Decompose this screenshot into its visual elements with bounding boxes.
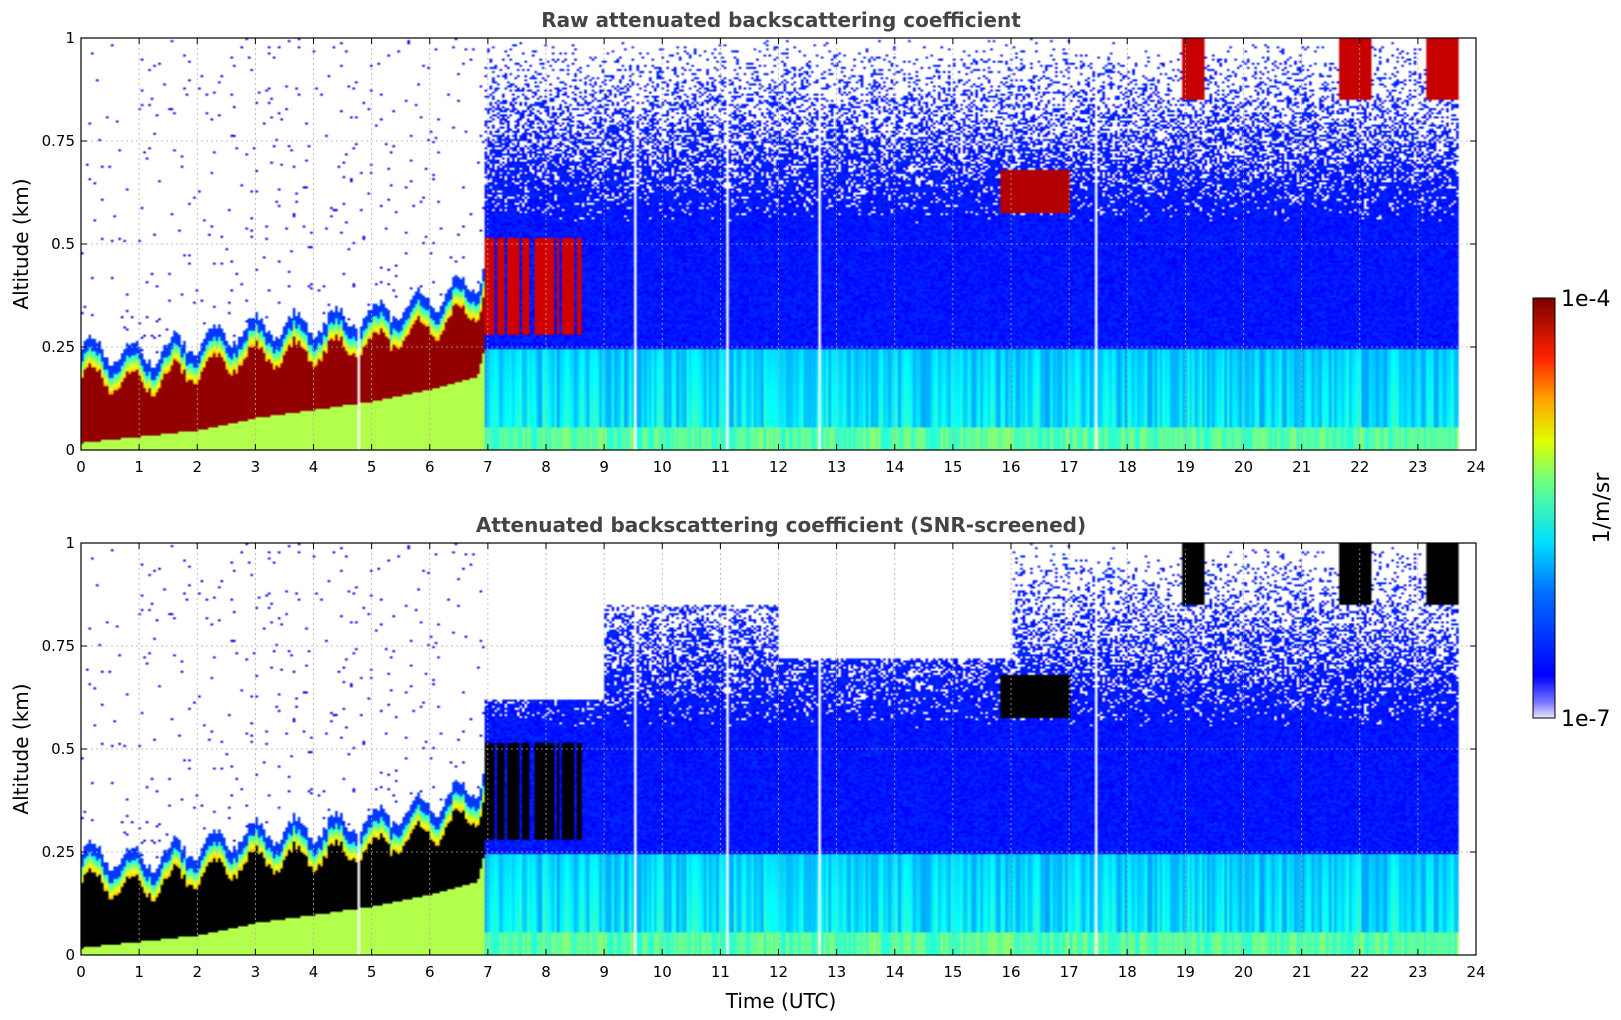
x-tick-label: 8 [541,963,551,981]
x-tick-label: 20 [1234,963,1253,981]
x-tick-label: 8 [541,458,551,476]
x-tick-label: 10 [653,458,672,476]
x-tick-label: 21 [1292,963,1311,981]
x-tick-label: 1 [134,963,144,981]
x-tick-label: 6 [425,458,435,476]
x-tick-label: 19 [1176,458,1195,476]
x-tick-label: 12 [769,963,788,981]
y-tick-label: 0.25 [42,338,75,356]
x-axis: 0 1 2 3 4 5 6 7 8 9 10 11 12 13 14 15 16 17 18 19 20 21 22 23 24 [76,543,1486,981]
x-tick-label: 18 [1118,458,1137,476]
y-tick-label: 1 [65,534,75,552]
x-tick-label: 1 [134,458,144,476]
x-tick-label: 23 [1408,963,1427,981]
colorbar-max-label: 1e-4 [1561,287,1610,312]
x-tick-label: 19 [1176,963,1195,981]
y-tick-label: 1 [65,29,75,47]
x-tick-label: 11 [711,963,730,981]
y-tick-label: 0.5 [51,235,75,253]
y-tick-label: 0.75 [42,637,75,655]
x-tick-label: 0 [76,963,86,981]
x-tick-label: 12 [769,458,788,476]
y-axis-label: Altitude (km) [9,178,33,309]
chart-title: Raw attenuated backscattering coefficien… [541,8,1021,32]
x-tick-label: 10 [653,963,672,981]
y-tick-label: 0 [65,946,75,964]
x-tick-label: 15 [943,963,962,981]
x-tick-label: 21 [1292,458,1311,476]
x-tick-label: 4 [309,458,319,476]
x-tick-label: 15 [943,458,962,476]
x-tick-label: 0 [76,458,86,476]
x-tick-label: 16 [1001,963,1020,981]
y-axis: 0 0.25 0.5 0.75 1 [42,29,1476,459]
x-tick-label: 9 [599,458,609,476]
colorbar-label: 1/m/sr [1590,472,1615,544]
x-tick-label: 24 [1466,963,1485,981]
x-tick-label: 5 [367,963,377,981]
colorbar: 1e-4 1e-7 1/m/sr [1532,287,1615,732]
x-tick-label: 2 [192,963,202,981]
panel-screened: Attenuated backscattering coefficient (S… [9,513,1486,1013]
x-tick-label: 6 [425,963,435,981]
x-tick-label: 17 [1060,458,1079,476]
x-axis-label: Time (UTC) [725,989,837,1013]
x-tick-label: 24 [1466,458,1485,476]
colorbar-gradient [1532,297,1556,719]
x-tick-label: 17 [1060,963,1079,981]
x-tick-label: 11 [711,458,730,476]
x-tick-label: 4 [309,963,319,981]
y-tick-label: 0.75 [42,132,75,150]
grid [81,38,1476,450]
x-tick-label: 5 [367,458,377,476]
x-tick-label: 3 [251,963,261,981]
x-tick-label: 23 [1408,458,1427,476]
y-axis: 0 0.25 0.5 0.75 1 [42,534,1476,964]
x-tick-label: 13 [827,963,846,981]
x-axis: 0 1 2 3 4 5 6 7 8 9 10 11 12 13 14 15 16 17 18 19 20 21 22 23 24 [76,38,1486,476]
x-tick-label: 2 [192,458,202,476]
y-tick-label: 0 [65,441,75,459]
x-tick-label: 22 [1350,963,1369,981]
chart-title: Attenuated backscattering coefficient (S… [476,513,1086,537]
x-tick-label: 13 [827,458,846,476]
colorbar-min-label: 1e-7 [1561,707,1610,732]
grid [81,543,1476,955]
x-tick-label: 7 [483,963,493,981]
x-tick-label: 7 [483,458,493,476]
x-tick-label: 14 [885,458,904,476]
panel-raw: Raw attenuated backscattering coefficien… [9,8,1486,476]
x-tick-label: 3 [251,458,261,476]
y-axis-label: Altitude (km) [9,683,33,814]
x-tick-label: 20 [1234,458,1253,476]
x-tick-label: 9 [599,963,609,981]
y-tick-label: 0.5 [51,740,75,758]
x-tick-label: 18 [1118,963,1137,981]
x-tick-label: 22 [1350,458,1369,476]
x-tick-label: 14 [885,963,904,981]
y-tick-label: 0.25 [42,843,75,861]
x-tick-label: 16 [1001,458,1020,476]
